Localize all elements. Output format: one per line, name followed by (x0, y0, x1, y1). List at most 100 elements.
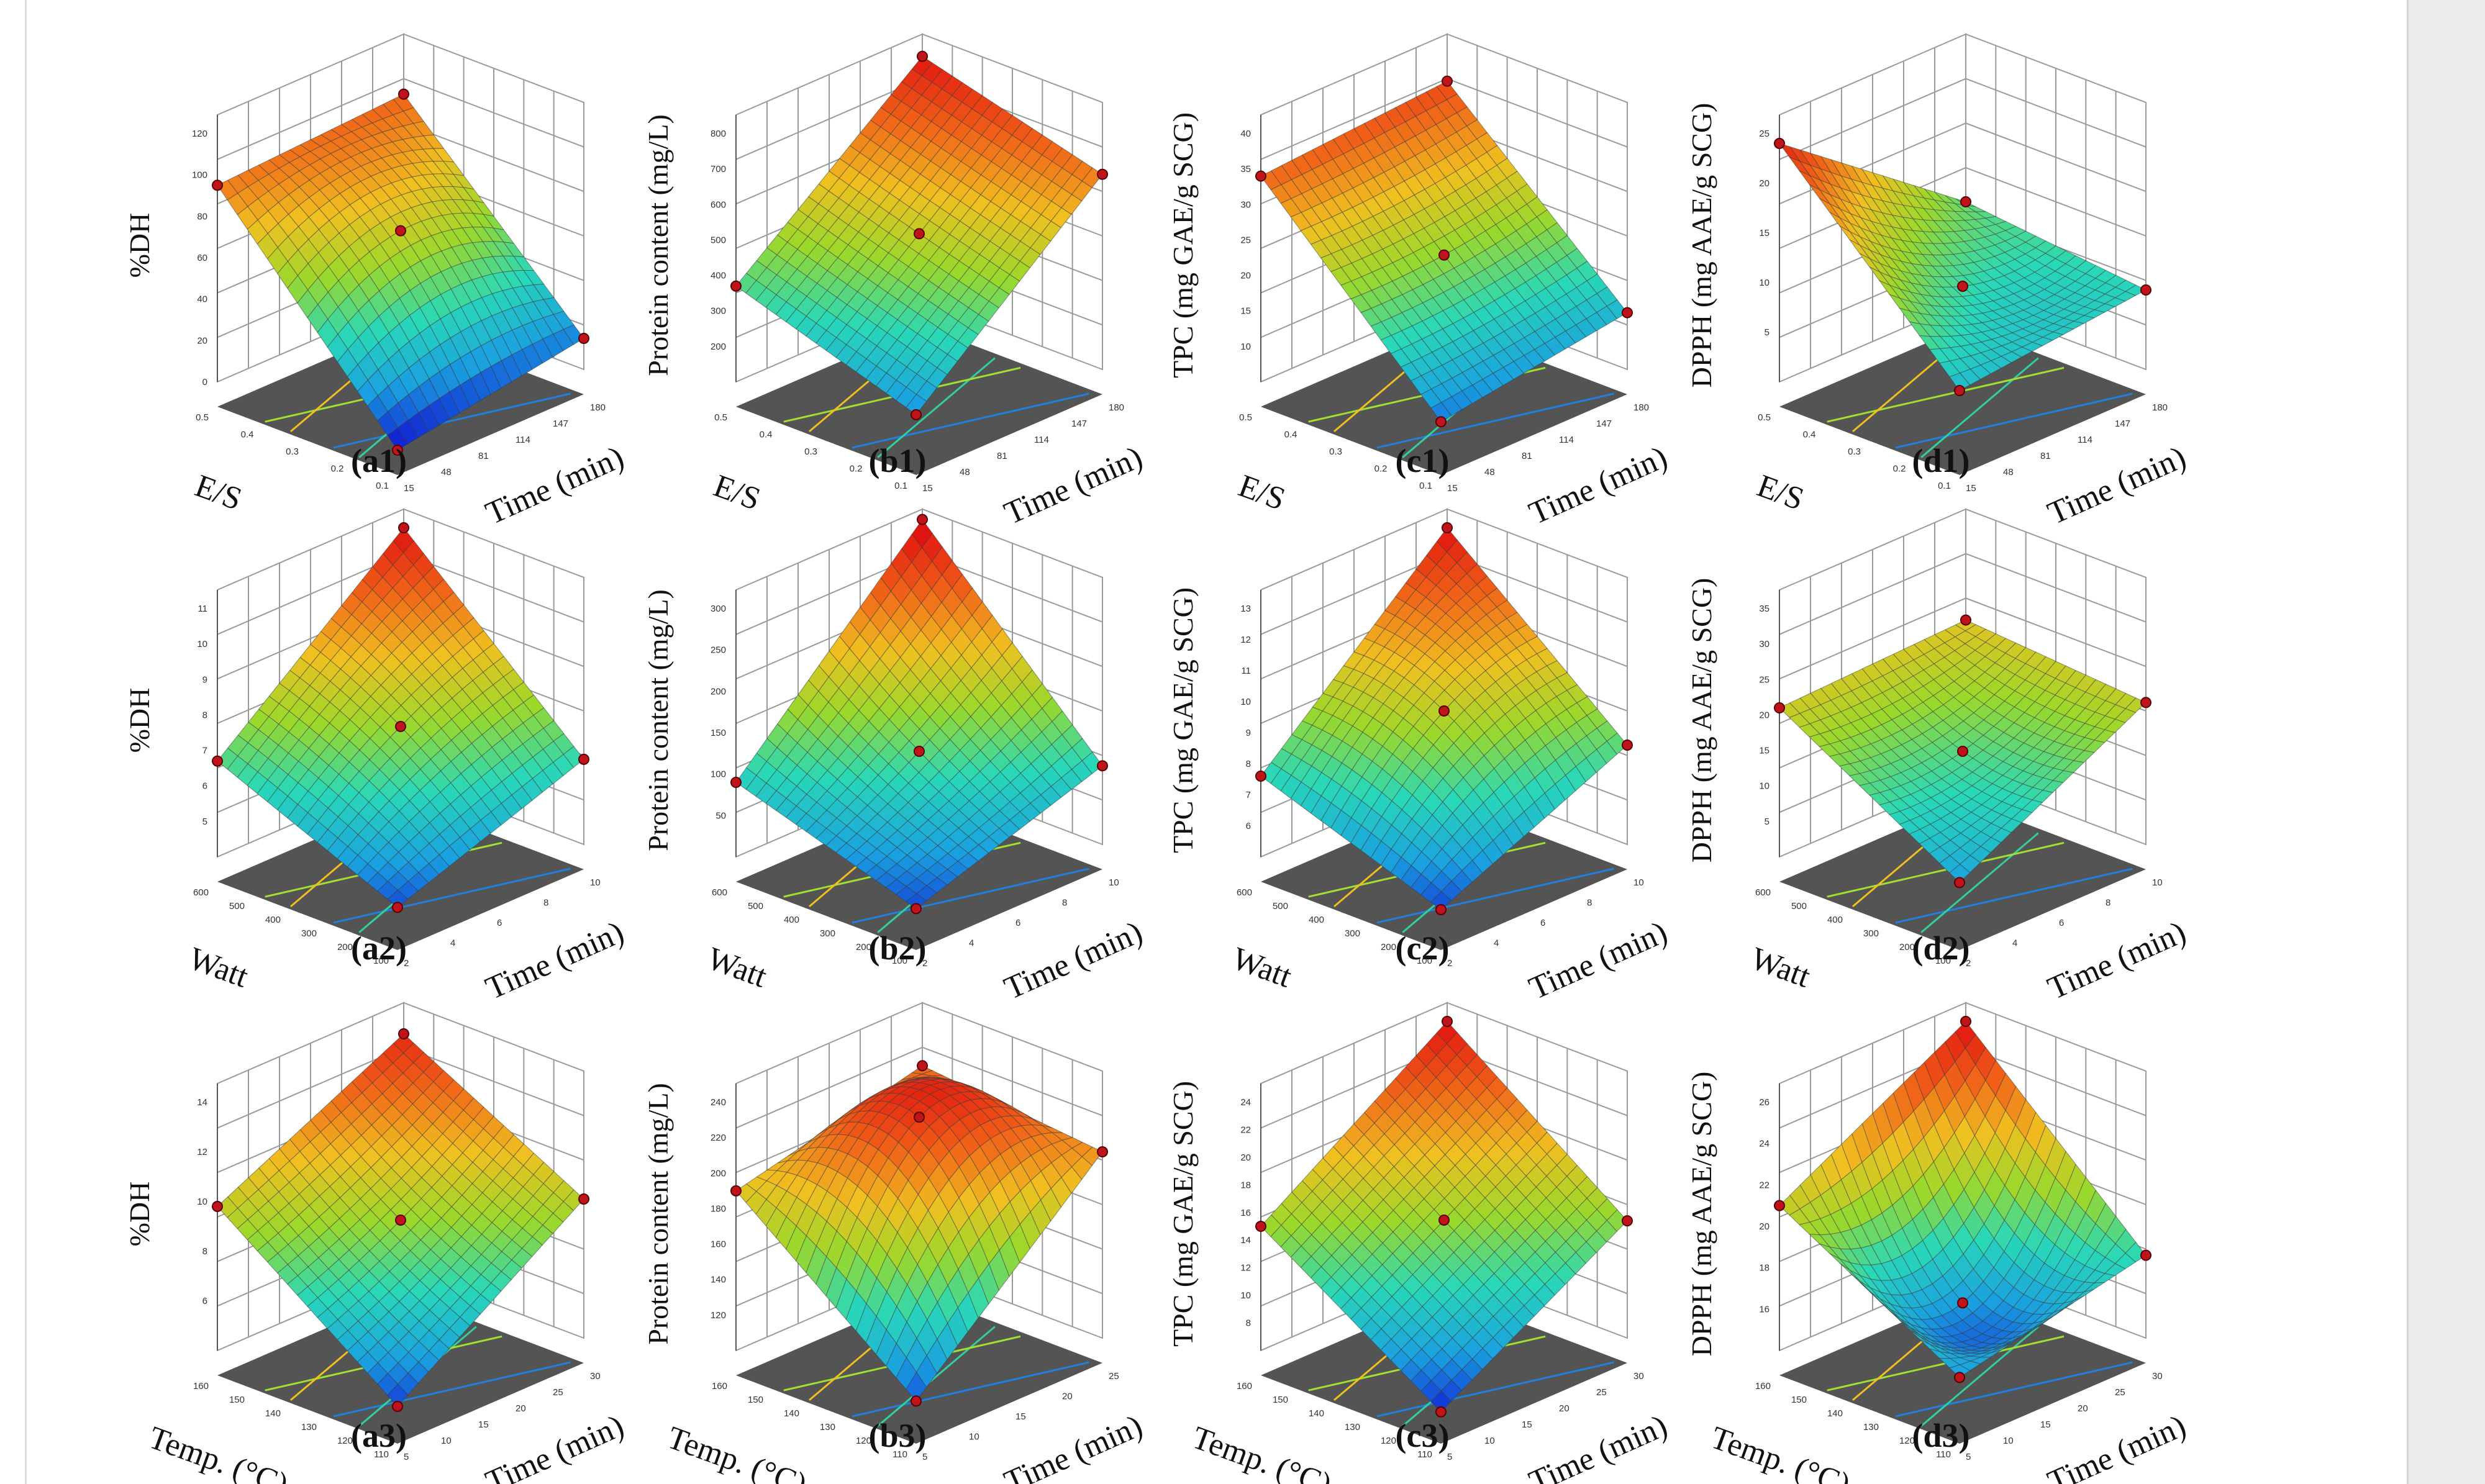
panel-caption: (a3) (351, 1417, 407, 1454)
x-tick-label: 300 (301, 928, 317, 939)
design-point (911, 1395, 922, 1407)
z-tick-label: 25 (1759, 674, 1769, 685)
y-tick-label: 10 (1109, 877, 1119, 888)
design-point (911, 903, 922, 915)
z-tick-label: 15 (1240, 306, 1251, 317)
wall-gridline (1779, 78, 2147, 160)
y-axis-title: Time (min) (1524, 440, 1673, 532)
z-tick-label: 120 (192, 129, 207, 139)
x-tick-label: 300 (820, 928, 835, 939)
y-tick-label: 25 (1109, 1371, 1119, 1382)
z-tick-label: 14 (1240, 1235, 1251, 1246)
x-tick-label: 160 (712, 1381, 727, 1391)
y-tick-label: 147 (553, 419, 568, 429)
z-tick-label: 80 (197, 211, 207, 222)
y-tick-label: 81 (1522, 451, 1532, 461)
z-axis-title: Protein content (mg/L) (642, 1083, 674, 1345)
x-tick-label: 600 (712, 887, 727, 898)
y-ticks: 15 48 81 114 147 180 (1966, 402, 2168, 494)
x-tick-label: 0.5 (196, 412, 209, 423)
x-tick-label: 0.2 (850, 464, 863, 474)
z-tick-label: 500 (711, 235, 726, 245)
x-tick-label: 0.3 (286, 446, 299, 457)
z-ticks: 0 20 40 60 80 100 120 (192, 129, 207, 387)
z-tick-label: 12 (197, 1147, 207, 1157)
x-tick-label: 0.4 (241, 430, 254, 440)
design-point (1435, 904, 1447, 915)
x-tick-label: 300 (1345, 928, 1360, 939)
z-tick-label: 8 (202, 1246, 207, 1257)
x-axis-title: Temp. (°C) (144, 1420, 293, 1484)
design-point (1622, 740, 1633, 751)
x-tick-label: 400 (1827, 915, 1843, 925)
z-ticks: 5 6 7 8 9 10 11 (197, 604, 207, 827)
design-point (911, 409, 922, 420)
panel-caption: (c2) (1396, 930, 1450, 967)
response-surface (217, 94, 584, 451)
y-tick-label: 114 (516, 435, 530, 445)
z-tick-label: 22 (1240, 1124, 1251, 1135)
design-point (1255, 1221, 1266, 1232)
x-tick-label: 130 (820, 1422, 835, 1432)
design-point (578, 1193, 589, 1205)
y-axis-title: Time (min) (481, 1408, 629, 1484)
y-tick-label: 25 (2115, 1387, 2125, 1398)
x-tick-label: 600 (1755, 887, 1771, 898)
z-tick-label: 9 (1246, 728, 1251, 738)
x-tick-label: 0.1 (1938, 481, 1951, 491)
panel-caption: (b2) (869, 930, 927, 967)
z-tick-label: 15 (1759, 746, 1769, 756)
z-ticks: 6 8 10 12 14 (197, 1097, 207, 1306)
z-tick-label: 10 (1759, 781, 1769, 792)
y-tick-label: 15 (1447, 483, 1458, 494)
design-point (392, 902, 403, 913)
y-tick-label: 180 (1633, 402, 1649, 413)
design-point (917, 1060, 928, 1072)
z-tick-label: 10 (197, 1197, 207, 1207)
design-point (578, 333, 589, 344)
x-tick-label: 500 (748, 901, 763, 912)
design-point (395, 225, 406, 237)
z-tick-label: 35 (1759, 604, 1769, 614)
design-point (1954, 877, 1965, 889)
response-surface (1260, 81, 1628, 422)
contour-line (1376, 392, 1614, 449)
y-axis-title: Time (min) (1524, 1408, 1673, 1484)
z-axis-title: DPPH (mg AAE/g SCG) (1686, 578, 1717, 863)
design-point (1438, 249, 1450, 261)
design-point (398, 1028, 409, 1039)
page-right-scroll-strip (2407, 0, 2485, 1484)
design-point (1622, 1215, 1633, 1227)
design-point (1442, 75, 1453, 87)
design-point (1960, 1016, 1971, 1027)
y-tick-label: 147 (1596, 419, 1612, 429)
z-tick-label: 11 (198, 604, 207, 614)
design-point (395, 721, 406, 732)
y-tick-label: 25 (553, 1387, 563, 1398)
design-point (1255, 170, 1266, 182)
design-point (212, 179, 223, 191)
x-tick-label: 160 (193, 1381, 209, 1391)
y-tick-label: 81 (2040, 451, 2051, 461)
y-tick-label: 81 (997, 451, 1007, 461)
panel-caption: (d1) (1912, 442, 1970, 479)
design-point (1774, 138, 1785, 149)
panel-d1: 5 10 15 20 25 0.5 0.4 0.3 0.2 0.1 15 48 81 114 147 180 D… (1686, 33, 2191, 532)
z-tick-label: 8 (1246, 759, 1251, 769)
z-tick-label: 8 (1246, 1318, 1251, 1329)
x-tick-label: 150 (748, 1395, 763, 1405)
x-tick-label: 0.4 (760, 430, 773, 440)
x-tick-label: 120 (1381, 1436, 1396, 1446)
design-point (730, 280, 742, 292)
y-tick-label: 8 (543, 898, 548, 908)
y-axis-title: Time (min) (2043, 915, 2191, 1007)
z-tick-label: 5 (1765, 817, 1769, 827)
z-tick-label: 10 (1240, 697, 1251, 707)
z-tick-label: 20 (1240, 1152, 1251, 1163)
z-ticks: 50 100 150 200 250 300 (711, 604, 726, 821)
y-axis-title: Time (min) (2043, 440, 2191, 532)
y-tick-label: 10 (1633, 877, 1644, 888)
design-point (1622, 307, 1633, 319)
x-tick-label: 0.3 (804, 446, 817, 457)
